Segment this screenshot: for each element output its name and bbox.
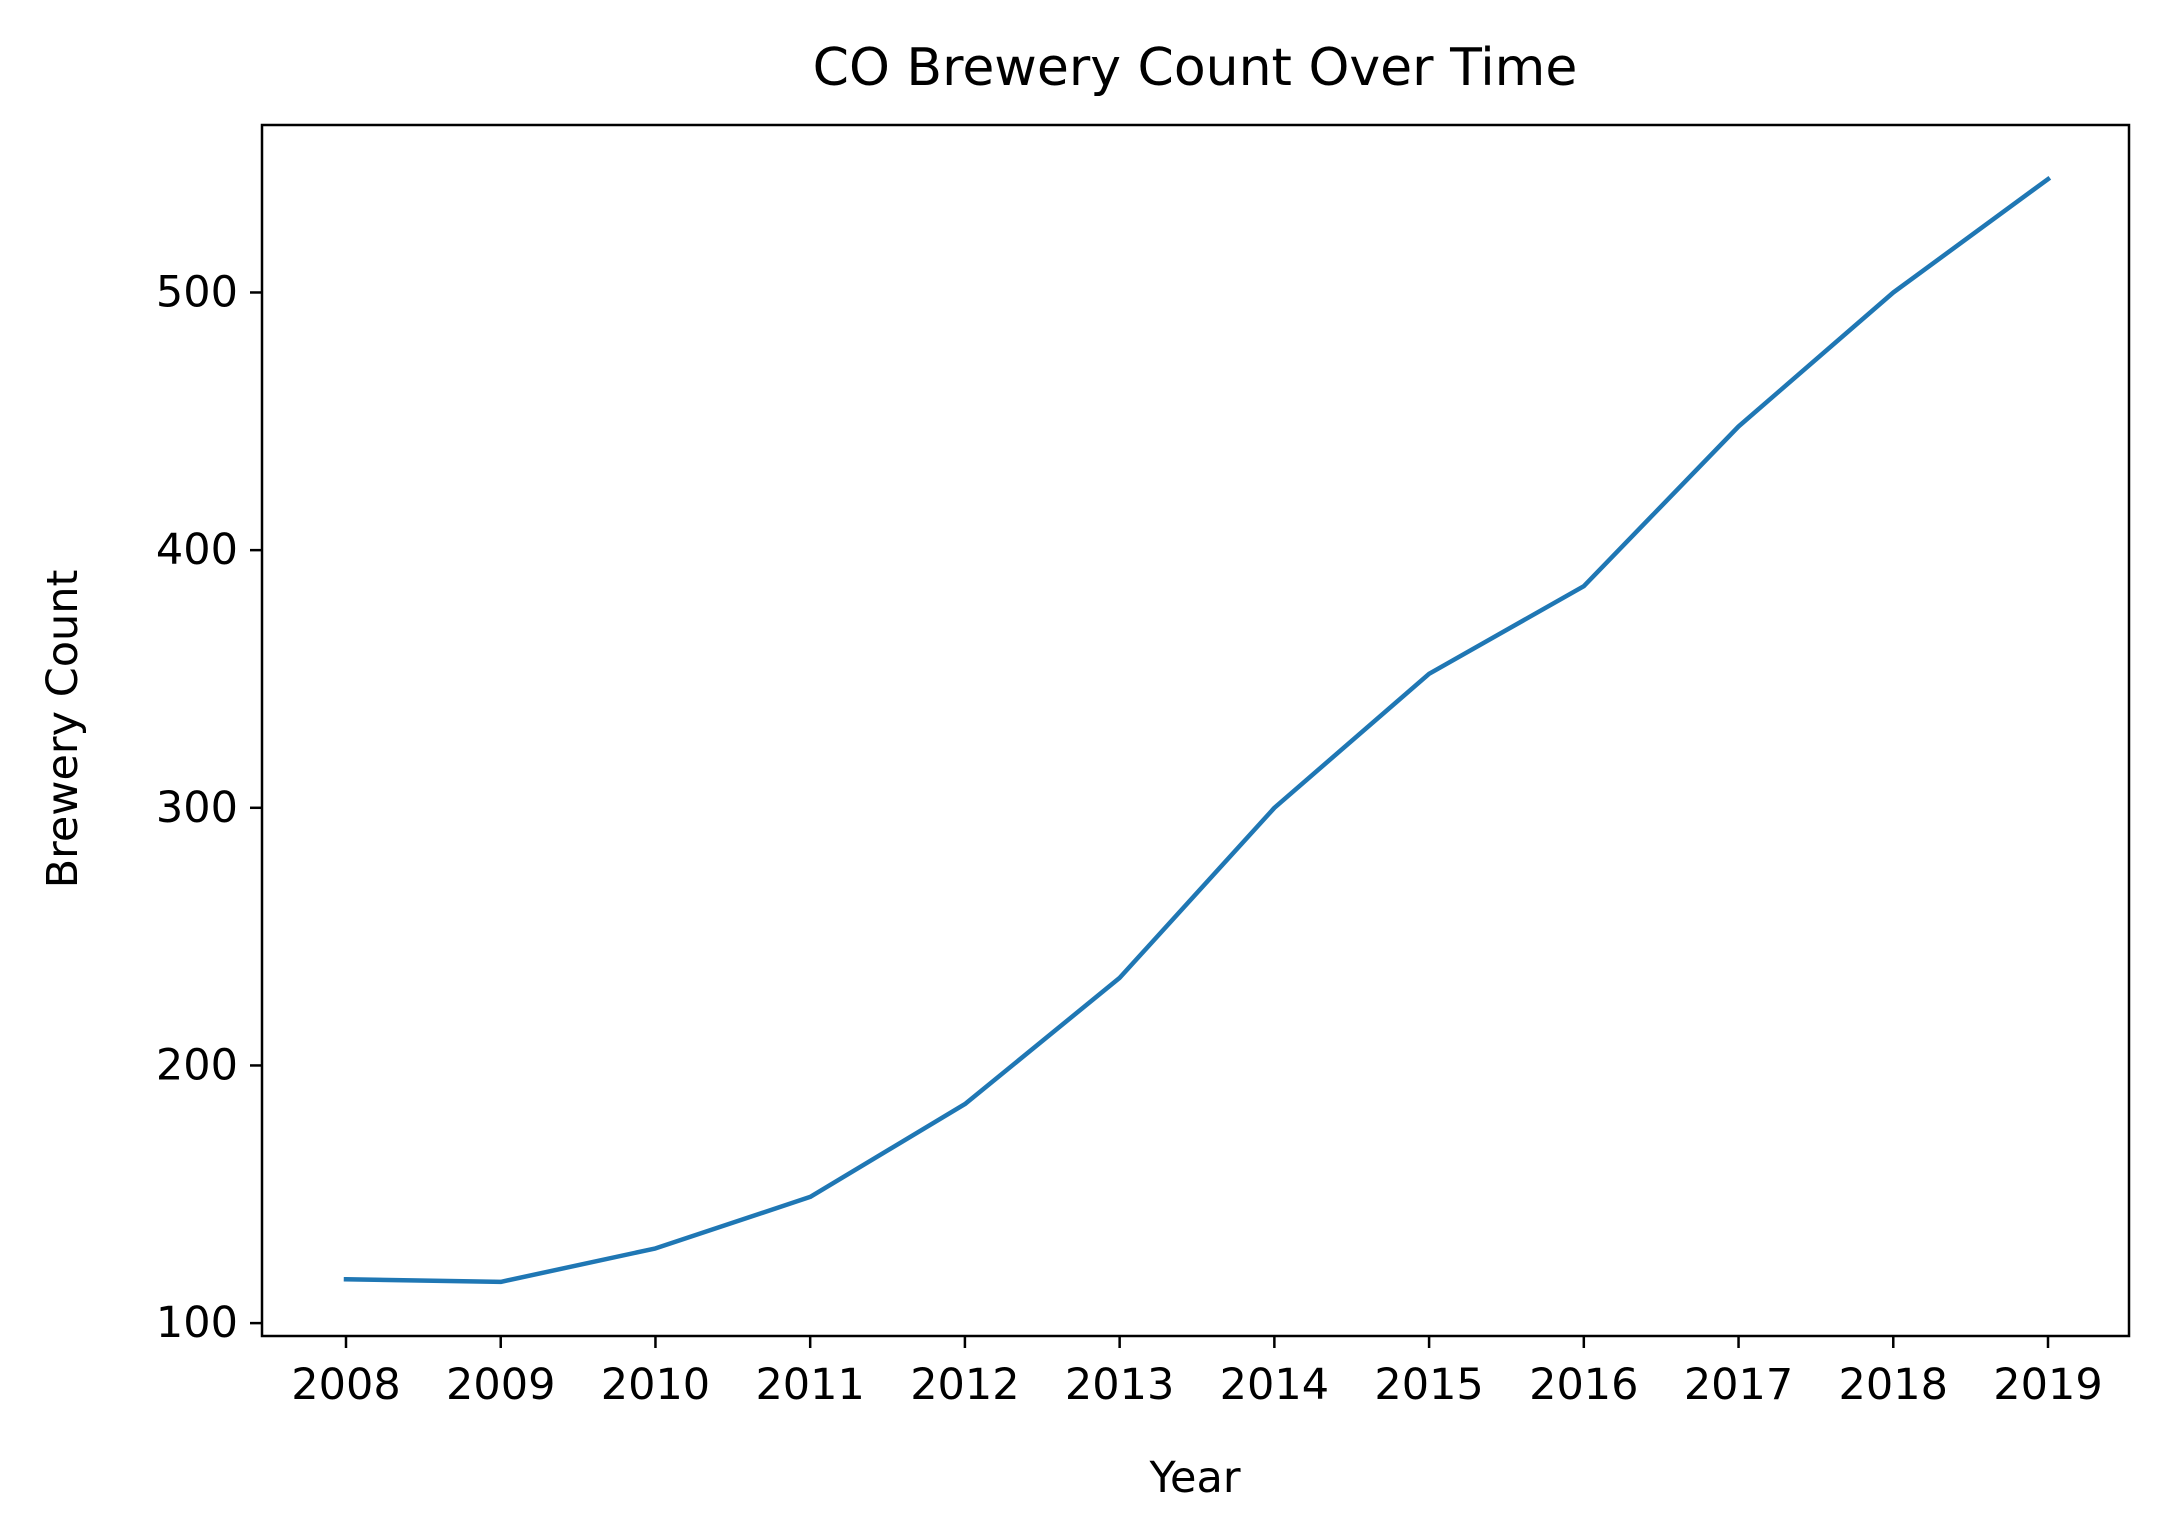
x-tick-label-2008: 2008 (291, 1360, 400, 1410)
y-tick-label-500: 500 (156, 267, 238, 317)
x-tick-label-2014: 2014 (1220, 1360, 1329, 1410)
y-axis-label: Brewery Count (38, 570, 88, 889)
x-tick-label-2013: 2013 (1065, 1360, 1174, 1410)
x-tick-label-2016: 2016 (1529, 1360, 1638, 1410)
x-tick-label-2012: 2012 (910, 1360, 1019, 1410)
x-tick-label-2015: 2015 (1374, 1360, 1483, 1410)
y-tick-label-300: 300 (156, 783, 238, 833)
y-tick-label-100: 100 (156, 1298, 238, 1348)
plot-area: 2008 2009 2010 2011 2012 2013 2014 2015 2016 2017… (156, 123, 2131, 1410)
x-tick-label-2009: 2009 (446, 1360, 555, 1410)
x-tick-label-2018: 2018 (1839, 1360, 1948, 1410)
plot-frame (260, 123, 2131, 1338)
y-tick-label-200: 200 (156, 1040, 238, 1090)
x-tick-label-2011: 2011 (755, 1360, 864, 1410)
x-tick-label-2019: 2019 (1993, 1360, 2102, 1410)
y-tick-label-400: 400 (156, 525, 238, 575)
chart-title: CO Brewery Count Over Time (813, 38, 1578, 98)
series-line-1 (343, 175, 2052, 1285)
x-tick-label-2010: 2010 (601, 1360, 710, 1410)
x-axis-label: Year (1148, 1453, 1240, 1503)
x-tick-label-2017: 2017 (1684, 1360, 1793, 1410)
